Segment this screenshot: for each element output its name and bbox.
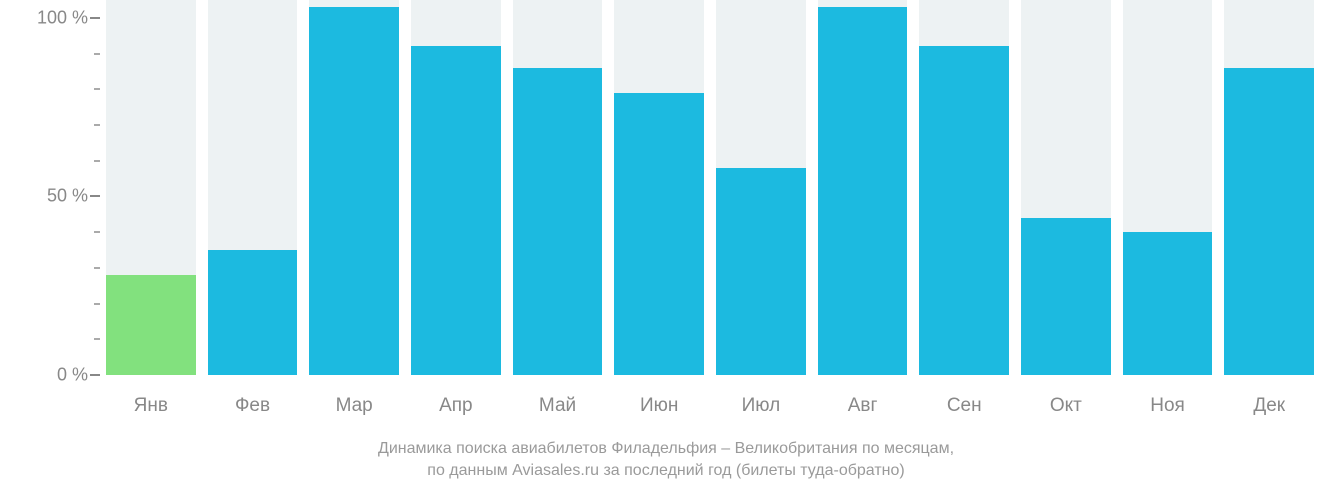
bar-slot bbox=[202, 0, 304, 385]
chart-caption-line1: Динамика поиска авиабилетов Филадельфия … bbox=[0, 440, 1332, 458]
bar-slot bbox=[100, 0, 202, 385]
bar bbox=[1224, 68, 1314, 375]
y-tick-mark bbox=[90, 374, 100, 376]
x-axis-label: Апр bbox=[405, 395, 507, 417]
bar-slot bbox=[913, 0, 1015, 385]
y-tick-mark bbox=[90, 17, 100, 19]
x-axis-label: Сен bbox=[913, 395, 1015, 417]
x-axis-label: Ноя bbox=[1117, 395, 1219, 417]
bar-slot bbox=[507, 0, 609, 385]
bar-slot bbox=[1015, 0, 1117, 385]
bar bbox=[919, 46, 1009, 375]
x-axis-label: Окт bbox=[1015, 395, 1117, 417]
bar-slot bbox=[812, 0, 914, 385]
bar bbox=[818, 7, 908, 375]
bar bbox=[1123, 232, 1213, 375]
y-tick-mark bbox=[90, 195, 100, 197]
bar bbox=[513, 68, 603, 375]
bars-group bbox=[100, 0, 1320, 385]
x-axis-label: Авг bbox=[812, 395, 914, 417]
bar-slot bbox=[1117, 0, 1219, 385]
plot-area bbox=[100, 0, 1320, 385]
bar-slot bbox=[710, 0, 812, 385]
bar-slot bbox=[405, 0, 507, 385]
chart-caption-line2: по данным Aviasales.ru за последний год … bbox=[0, 462, 1332, 480]
bar bbox=[411, 46, 501, 375]
bar bbox=[716, 168, 806, 375]
y-axis: 0 % 50 % 100 % bbox=[0, 0, 100, 385]
y-tick-label: 100 % bbox=[37, 7, 88, 28]
x-axis-label: Дек bbox=[1218, 395, 1320, 417]
bar bbox=[614, 93, 704, 375]
bar bbox=[106, 275, 196, 375]
x-axis-label: Мар bbox=[303, 395, 405, 417]
bar bbox=[309, 7, 399, 375]
chart-container: 0 % 50 % 100 % ЯнвФевМарАпрМайИюнИюлАвгСен… bbox=[0, 0, 1332, 502]
bar bbox=[208, 250, 298, 375]
bar-slot bbox=[608, 0, 710, 385]
x-axis-label: Май bbox=[507, 395, 609, 417]
bar-slot bbox=[1218, 0, 1320, 385]
y-tick-label: 0 % bbox=[57, 364, 88, 385]
bar-slot bbox=[303, 0, 405, 385]
x-axis-label: Июн bbox=[608, 395, 710, 417]
bar bbox=[1021, 218, 1111, 375]
x-axis-labels: ЯнвФевМарАпрМайИюнИюлАвгСенОктНояДек bbox=[100, 395, 1320, 417]
x-axis-label: Фев bbox=[202, 395, 304, 417]
y-tick-label: 50 % bbox=[47, 186, 88, 207]
x-axis-label: Янв bbox=[100, 395, 202, 417]
x-axis-label: Июл bbox=[710, 395, 812, 417]
